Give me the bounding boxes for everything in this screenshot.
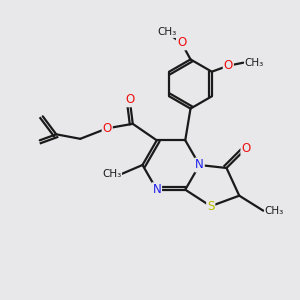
Text: CH₃: CH₃: [265, 206, 284, 216]
Text: O: O: [125, 93, 134, 106]
Text: N: N: [152, 183, 161, 196]
Text: CH₃: CH₃: [102, 169, 122, 179]
Text: O: O: [177, 36, 186, 50]
Text: N: N: [195, 158, 204, 172]
Text: O: O: [103, 122, 112, 135]
Text: S: S: [207, 200, 214, 213]
Text: CH₃: CH₃: [157, 27, 176, 38]
Text: O: O: [242, 142, 250, 155]
Text: CH₃: CH₃: [245, 58, 264, 68]
Text: O: O: [224, 59, 233, 72]
